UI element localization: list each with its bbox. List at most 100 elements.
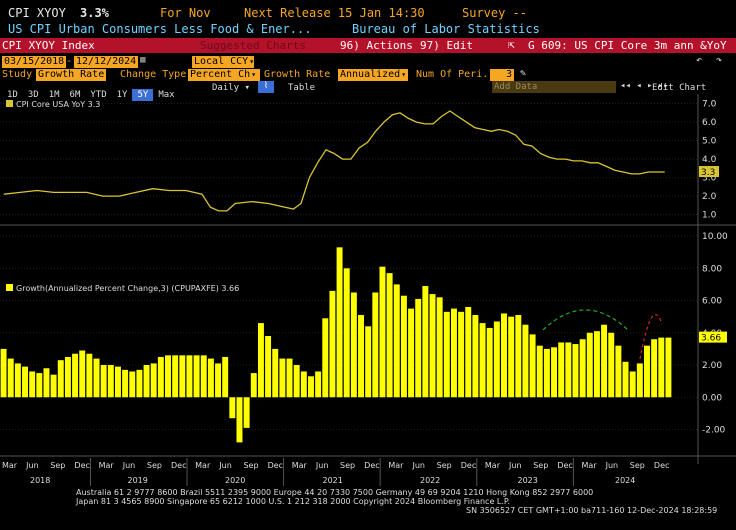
x-year-label: 2022 xyxy=(420,476,440,485)
x-month-label: Mar xyxy=(2,461,18,470)
currency-select[interactable]: Local CCY xyxy=(192,56,254,68)
x-year-label: 2018 xyxy=(30,476,50,485)
bar-legend-swatch xyxy=(6,284,13,291)
x-month-label: Dec xyxy=(268,461,283,470)
growth-bar xyxy=(558,342,565,398)
index-name[interactable]: CPI XYOY Index xyxy=(2,39,95,52)
change-type-select[interactable]: Percent Ch xyxy=(188,69,260,81)
growth-bar xyxy=(43,368,50,398)
next-release: Next Release 15 Jan 14:30 xyxy=(244,6,425,20)
growth-bar xyxy=(257,323,264,398)
num-periods-label: Num Of Peri... xyxy=(416,69,501,80)
range-tab-max[interactable]: Max xyxy=(158,90,175,100)
suggested-charts-button[interactable]: Suggested Charts xyxy=(200,39,306,52)
add-data-input[interactable]: Add Data xyxy=(492,81,616,93)
line-chart-icon[interactable]: ⌇ xyxy=(258,81,274,93)
line-legend-swatch xyxy=(6,100,13,107)
growth-bar xyxy=(308,376,314,398)
pencil-icon[interactable]: ✎ xyxy=(520,68,527,79)
table-button[interactable]: Table xyxy=(288,83,316,93)
x-month-label: Jun xyxy=(605,461,619,470)
growth-bar xyxy=(29,371,36,398)
range-tab-1y[interactable]: 1Y xyxy=(116,90,128,100)
growth-bar xyxy=(136,369,143,398)
growth-bar xyxy=(157,356,164,398)
edit-chart-button[interactable]: Edit Chart xyxy=(652,83,707,93)
trend-arc-green xyxy=(542,309,629,331)
undo-icon[interactable]: ↶ xyxy=(696,55,703,66)
redo-icon[interactable]: ↷ xyxy=(716,55,723,66)
range-tab-6m[interactable]: 6M xyxy=(69,90,81,100)
growth-bar xyxy=(644,345,650,398)
date-separator: - xyxy=(66,56,73,67)
chart-area[interactable]: 1.02.03.04.05.06.07.03.3-2.000.002.004.0… xyxy=(0,94,736,490)
x-month-label: Jun xyxy=(411,461,425,470)
nav-prev-icon[interactable]: ◂◂ ◂ ▸ ▸▸ xyxy=(620,81,669,91)
survey: Survey -- xyxy=(462,6,528,20)
growth-bar xyxy=(400,295,407,398)
growth-bar xyxy=(372,292,379,398)
x-month-label: Jun xyxy=(315,461,329,470)
toolbar: CPI XYOY Index Suggested Charts 96) Acti… xyxy=(0,38,736,53)
growth-bar xyxy=(200,355,207,398)
x-month-label: Sep xyxy=(243,461,258,470)
x-month-label: Dec xyxy=(654,461,669,470)
frequency-select[interactable]: Daily ▾ xyxy=(212,83,250,93)
growth-bar xyxy=(593,331,600,398)
growth-bar xyxy=(322,318,329,398)
growth-bar xyxy=(458,311,465,398)
growth-bar xyxy=(172,355,179,398)
start-date-field[interactable]: 03/15/2018 xyxy=(2,56,67,68)
growth-bar xyxy=(236,397,243,443)
growth-bar xyxy=(579,339,586,398)
x-month-label: Sep xyxy=(50,461,65,470)
bar-y-tick: 6.00 xyxy=(702,297,722,307)
num-periods-field[interactable]: 3 xyxy=(490,69,514,81)
range-tab-ytd[interactable]: YTD xyxy=(90,90,107,100)
trend-arc-red xyxy=(639,313,663,360)
edit-menu[interactable]: 97) Edit xyxy=(420,39,473,52)
growth-bar xyxy=(186,355,193,398)
actions-menu[interactable]: 96) Actions xyxy=(340,39,413,52)
bar-y-tick: -2.00 xyxy=(702,425,726,435)
growth-bar xyxy=(36,373,43,398)
growth-bar xyxy=(93,358,100,398)
end-date-field[interactable]: 12/12/2024 xyxy=(74,56,139,68)
growth-bar xyxy=(651,339,658,398)
growth-bar xyxy=(358,315,364,398)
growth-bar xyxy=(14,363,21,398)
line-legend: CPI Core USA YoY 3.3 xyxy=(6,100,100,109)
line-y-tick: 2.0 xyxy=(702,192,717,202)
study-label: Study xyxy=(2,69,33,80)
growth-bar xyxy=(179,355,186,398)
growth-bar xyxy=(665,337,672,398)
growth-bar xyxy=(615,345,622,398)
x-month-label: Dec xyxy=(364,461,379,470)
growth-rate-select[interactable]: Annualized xyxy=(338,69,408,81)
x-month-label: Mar xyxy=(99,461,115,470)
range-tab-1m[interactable]: 1M xyxy=(48,90,60,100)
x-year-label: 2024 xyxy=(615,476,635,485)
growth-bar xyxy=(622,361,629,398)
growth-bar xyxy=(122,369,129,398)
line-y-tick: 4.0 xyxy=(702,155,717,165)
footer-line-2: Japan 81 3 4565 8900 Singapore 65 6212 1… xyxy=(76,497,511,506)
calendar-icon[interactable]: ▦ xyxy=(140,55,146,65)
range-tab-3d[interactable]: 3D xyxy=(27,90,39,100)
growth-bar xyxy=(286,358,293,398)
growth-bar xyxy=(636,363,643,398)
popout-icon[interactable]: ⇱ xyxy=(508,38,515,51)
growth-bar xyxy=(429,294,436,398)
study-select[interactable]: Growth Rate xyxy=(36,69,106,81)
bar-y-tick: 8.00 xyxy=(702,264,722,274)
x-year-label: 2021 xyxy=(323,476,343,485)
line-last-value-box xyxy=(699,166,719,178)
growth-bar xyxy=(601,324,608,398)
bar-y-tick: 10.00 xyxy=(702,232,728,242)
range-tab-5y[interactable]: 5Y xyxy=(132,89,154,101)
growth-bar xyxy=(365,326,372,398)
growth-bar xyxy=(222,356,229,398)
growth-bar xyxy=(215,363,222,398)
growth-bar xyxy=(272,348,279,398)
range-tab-1d[interactable]: 1D xyxy=(7,90,18,100)
